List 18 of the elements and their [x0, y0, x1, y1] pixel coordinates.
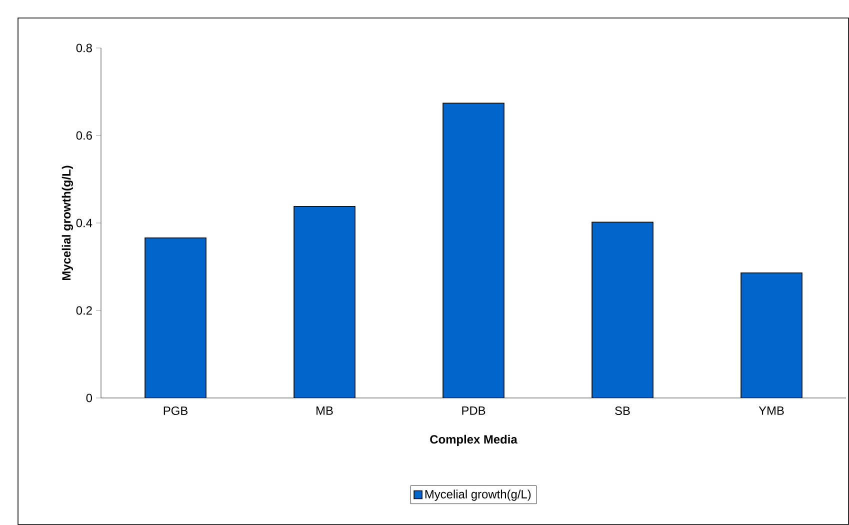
bar — [294, 206, 356, 398]
y-tick-label: 0 — [86, 394, 92, 402]
x-tick-label: PGB — [164, 406, 188, 415]
x-tick-label: MB — [316, 406, 333, 415]
x-tick-label: YMB — [758, 406, 784, 415]
y-tick-label: 0.6 — [76, 131, 92, 140]
bar — [592, 222, 654, 398]
legend-label: Mycelial growth(g/L) — [425, 490, 531, 501]
x-axis-title: Complex Media — [430, 434, 518, 446]
y-tick-label: 0.4 — [76, 218, 92, 228]
y-axis-title: Mycelial growth(g/L) — [62, 166, 74, 280]
bar — [740, 272, 802, 398]
bar — [144, 237, 206, 398]
y-tick-label: 0.2 — [76, 306, 92, 315]
x-tick-label: SB — [615, 406, 630, 415]
y-tick-label: 0.8 — [76, 44, 92, 52]
bar — [442, 102, 504, 398]
x-tick-label: PDB — [462, 406, 486, 415]
